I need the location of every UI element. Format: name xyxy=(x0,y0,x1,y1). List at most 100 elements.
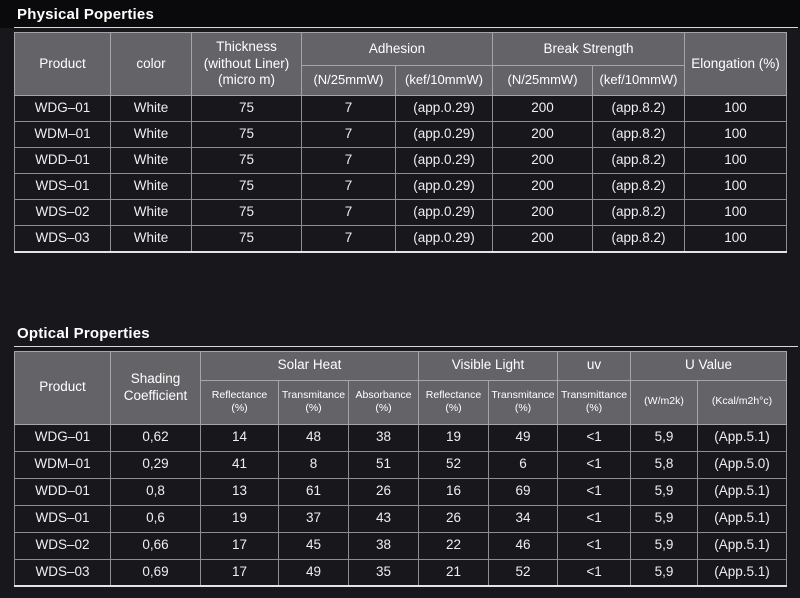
table-cell: <1 xyxy=(557,477,632,506)
table-row: WDG–01 0,62 14 48 38 19 49 <1 5,9 (App.5.1) xyxy=(14,423,788,452)
table-cell: <1 xyxy=(557,450,632,479)
table-cell: 35 xyxy=(347,558,420,587)
table-cell: 19 xyxy=(418,423,490,452)
table-cell: 14 xyxy=(200,423,279,452)
table-cell: 100 xyxy=(684,225,788,252)
col-header-solar-absorbance: Absorbance (%) xyxy=(347,379,420,425)
table-cell: 100 xyxy=(684,199,788,226)
table-cell: <1 xyxy=(557,531,632,560)
physical-properties-title: Physical Poperties xyxy=(17,6,154,23)
table-cell: WDM–01 xyxy=(14,121,111,148)
col-header-adhesion: Adhesion xyxy=(300,32,494,66)
table-cell: 100 xyxy=(684,121,788,148)
table-cell: 37 xyxy=(278,504,349,533)
optical-properties-title: Optical Properties xyxy=(17,324,150,342)
table-cell: 0,6 xyxy=(110,504,201,533)
table-cell: 100 xyxy=(684,95,788,122)
optical-table-body: WDG–01 0,62 14 48 38 19 49 <1 5,9 (App.5.1) WDM–01… xyxy=(14,423,788,587)
table-cell: (App.5.1) xyxy=(697,423,788,452)
table-cell: White xyxy=(110,173,192,200)
table-cell: WDS–01 xyxy=(14,173,111,200)
table-cell: 7 xyxy=(301,95,396,122)
table-cell: 200 xyxy=(492,173,594,200)
table-cell: White xyxy=(110,121,192,148)
table-cell: WDG–01 xyxy=(14,95,111,122)
col-header-uv-transmittance: Transmittance (%) xyxy=(557,379,632,425)
table-cell: White xyxy=(110,147,192,174)
table-cell: 52 xyxy=(488,558,559,587)
table-cell: (App.5.1) xyxy=(697,504,788,533)
col-header-adhesion-n25: (N/25mmW) xyxy=(301,65,396,96)
col-header-break-strength: Break Strength xyxy=(492,32,686,66)
table-cell: (app.8.2) xyxy=(592,147,686,174)
table-row: WDS–02 0,66 17 45 38 22 46 <1 5,9 (App.5.1) xyxy=(14,531,788,560)
table-cell: 0,29 xyxy=(110,450,201,479)
table-cell: 200 xyxy=(492,121,594,148)
table-cell: 200 xyxy=(492,225,594,252)
table-cell: 8 xyxy=(278,450,349,479)
table-cell: 7 xyxy=(301,199,396,226)
table-cell: WDS–02 xyxy=(14,531,111,560)
table-cell: 200 xyxy=(492,95,594,122)
table-cell: WDD–01 xyxy=(14,147,111,174)
col-header-thickness: Thickness (without Liner) (micro m) xyxy=(191,32,302,96)
table-cell: 75 xyxy=(191,173,302,200)
table-cell: (app.0.29) xyxy=(394,121,494,148)
table-cell: (app.8.2) xyxy=(592,173,686,200)
table-cell: (App.5.1) xyxy=(697,531,788,560)
table-cell: 7 xyxy=(301,147,396,174)
col-header-shading-coefficient: Shading Coefficient xyxy=(110,350,201,425)
table-cell: 75 xyxy=(191,199,302,226)
col-header-u-value: U Value xyxy=(630,350,788,381)
table-cell: 13 xyxy=(200,477,279,506)
table-cell: 34 xyxy=(488,504,559,533)
table-cell: 5,9 xyxy=(630,423,699,452)
table-cell: 52 xyxy=(418,450,490,479)
col-header-solar-reflectance: Reflectance (%) xyxy=(200,379,279,425)
table-cell: White xyxy=(110,199,192,226)
table-cell: 0,69 xyxy=(110,558,201,587)
table-row: WDS–01 0,6 19 37 43 26 34 <1 5,9 (App.5.1) xyxy=(14,504,788,533)
optical-properties-title-band: Optical Properties xyxy=(0,319,800,347)
table-cell: 19 xyxy=(200,504,279,533)
table-row: WDS–03 White 75 7 (app.0.29) 200 (app.8.2) 100 xyxy=(14,225,788,252)
physical-title-underline xyxy=(14,27,798,28)
physical-table-body: WDG–01 White 75 7 (app.0.29) 200 (app.8.2) 100 W… xyxy=(14,95,788,252)
table-cell: (app.8.2) xyxy=(592,95,686,122)
optical-title-underline xyxy=(14,345,798,347)
table-cell: (app.8.2) xyxy=(592,199,686,226)
table-cell: 38 xyxy=(347,531,420,560)
table-cell: <1 xyxy=(557,504,632,533)
table-cell: 7 xyxy=(301,121,396,148)
table-cell: 38 xyxy=(347,423,420,452)
col-header-visible-transmitance: Transmitance (%) xyxy=(488,379,559,425)
table-cell: (app.8.2) xyxy=(592,225,686,252)
col-header-uv: uv xyxy=(557,350,632,381)
col-header-color: color xyxy=(110,32,192,96)
table-cell: 75 xyxy=(191,147,302,174)
table-cell: 5,8 xyxy=(630,450,699,479)
table-cell: 5,9 xyxy=(630,504,699,533)
table-cell: 200 xyxy=(492,199,594,226)
table-row: WDM–01 0,29 41 8 51 52 6 <1 5,8 (App.5.0) xyxy=(14,450,788,479)
col-header-visible-reflectance: Reflectance (%) xyxy=(418,379,490,425)
table-cell: 21 xyxy=(418,558,490,587)
table-cell: 45 xyxy=(278,531,349,560)
physical-properties-table: Product color Thickness (without Liner) … xyxy=(14,32,788,253)
table-row: WDD–01 White 75 7 (app.0.29) 200 (app.8.2) 100 xyxy=(14,147,788,174)
table-cell: 7 xyxy=(301,173,396,200)
table-cell: 51 xyxy=(347,450,420,479)
table-row: WDM–01 White 75 7 (app.0.29) 200 (app.8.2) 100 xyxy=(14,121,788,148)
col-header-break-kef10: (kef/10mmW) xyxy=(592,65,686,96)
table-cell: 200 xyxy=(492,147,594,174)
table-cell: (app.0.29) xyxy=(394,173,494,200)
table-cell: 75 xyxy=(191,95,302,122)
col-header-w-m2k: (W/m2k) xyxy=(630,379,699,425)
table-row: WDD–01 0,8 13 61 26 16 69 <1 5,9 (App.5.1) xyxy=(14,477,788,506)
table-cell: 7 xyxy=(301,225,396,252)
table-row: WDS–02 White 75 7 (app.0.29) 200 (app.8.2) 100 xyxy=(14,199,788,226)
table-cell: 17 xyxy=(200,531,279,560)
table-cell: 61 xyxy=(278,477,349,506)
table-cell: 49 xyxy=(488,423,559,452)
table-cell: (app.0.29) xyxy=(394,147,494,174)
